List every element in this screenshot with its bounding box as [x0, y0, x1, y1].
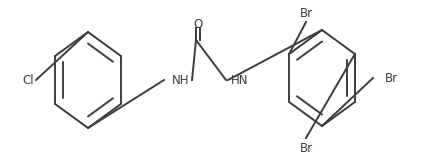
Text: Cl: Cl: [23, 73, 34, 86]
Text: NH: NH: [172, 73, 190, 86]
Text: Br: Br: [300, 7, 312, 20]
Text: Br: Br: [300, 142, 312, 155]
Text: O: O: [193, 18, 203, 31]
Text: Br: Br: [385, 71, 398, 84]
Text: HN: HN: [230, 73, 248, 86]
